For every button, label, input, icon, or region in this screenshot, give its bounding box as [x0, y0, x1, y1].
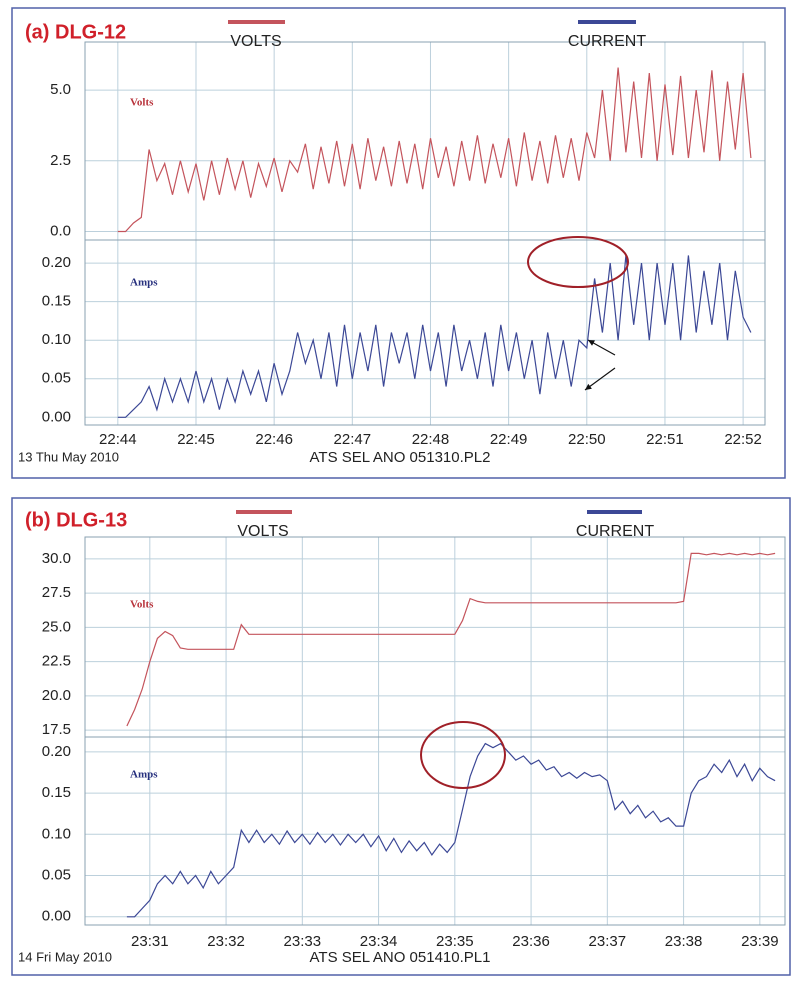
x-tick-label: 23:33: [284, 933, 322, 950]
y2-tick-label: 0.00: [42, 408, 71, 425]
y2-tick-label: 0.05: [42, 866, 71, 883]
x-axis-label: ATS SEL ANO 051410.PL1: [310, 949, 491, 966]
legend-label: CURRENT: [576, 523, 654, 540]
y-tick-label: 17.5: [42, 721, 71, 738]
chart-title: (b) DLG-13: [25, 509, 127, 531]
x-tick-label: 22:50: [568, 431, 606, 448]
x-tick-label: 23:34: [360, 933, 398, 950]
x-tick-label: 22:46: [255, 431, 293, 448]
x-tick-label: 22:52: [724, 431, 762, 448]
data-line: [117, 67, 752, 233]
y-tick-label: 30.0: [42, 550, 71, 567]
y-tick-label: 0.0: [50, 222, 71, 239]
x-tick-label: 23:37: [589, 933, 627, 950]
legend-label: CURRENT: [568, 33, 646, 50]
x-tick-label: 22:51: [646, 431, 684, 448]
x-tick-label: 23:35: [436, 933, 474, 950]
x-tick-label: 22:49: [490, 431, 528, 448]
legend-label: VOLTS: [237, 523, 288, 540]
y2-tick-label: 0.20: [42, 743, 71, 760]
y-tick-label: 20.0: [42, 687, 71, 704]
arrow-head: [585, 383, 592, 390]
plot-frame: [84, 536, 786, 926]
y2-tick-label: 0.00: [42, 908, 71, 925]
x-tick-label: 23:36: [512, 933, 550, 950]
highlight-circle: [527, 236, 629, 288]
x-tick-label: 22:45: [177, 431, 215, 448]
x-axis-label: ATS SEL ANO 051310.PL2: [310, 449, 491, 466]
y2-tick-label: 0.05: [42, 370, 71, 387]
x-tick-label: 22:48: [412, 431, 450, 448]
y-axis-label: Volts: [130, 97, 154, 109]
data-line: [126, 552, 776, 727]
legend-label: VOLTS: [230, 33, 281, 50]
x-tick-label: 23:31: [131, 933, 169, 950]
y2-tick-label: 0.10: [42, 331, 71, 348]
x-tick-label: 22:44: [99, 431, 137, 448]
date-label: 14 Fri May 2010: [18, 949, 112, 964]
x-tick-label: 23:32: [207, 933, 245, 950]
chart-title: (a) DLG-12: [25, 21, 126, 43]
y-tick-label: 27.5: [42, 584, 71, 601]
y-tick-label: 25.0: [42, 618, 71, 635]
y-tick-label: 5.0: [50, 81, 71, 98]
x-tick-label: 23:39: [741, 933, 779, 950]
y2-tick-label: 0.10: [42, 825, 71, 842]
y2-axis-label: Amps: [130, 769, 158, 781]
date-label: 13 Thu May 2010: [18, 449, 119, 464]
panel-frame: [11, 7, 786, 479]
x-tick-label: 22:47: [334, 431, 372, 448]
plot-frame: [84, 41, 766, 426]
y2-axis-label: Amps: [130, 277, 158, 289]
y-axis-label: Volts: [130, 599, 154, 611]
y2-tick-label: 0.20: [42, 254, 71, 271]
arrow-head: [588, 340, 595, 346]
highlight-circle: [420, 721, 506, 789]
data-line: [126, 742, 776, 918]
y-tick-label: 2.5: [50, 152, 71, 169]
x-tick-label: 23:38: [665, 933, 703, 950]
y-tick-label: 22.5: [42, 653, 71, 670]
data-line: [117, 255, 752, 418]
y2-tick-label: 0.15: [42, 293, 71, 310]
y2-tick-label: 0.15: [42, 784, 71, 801]
